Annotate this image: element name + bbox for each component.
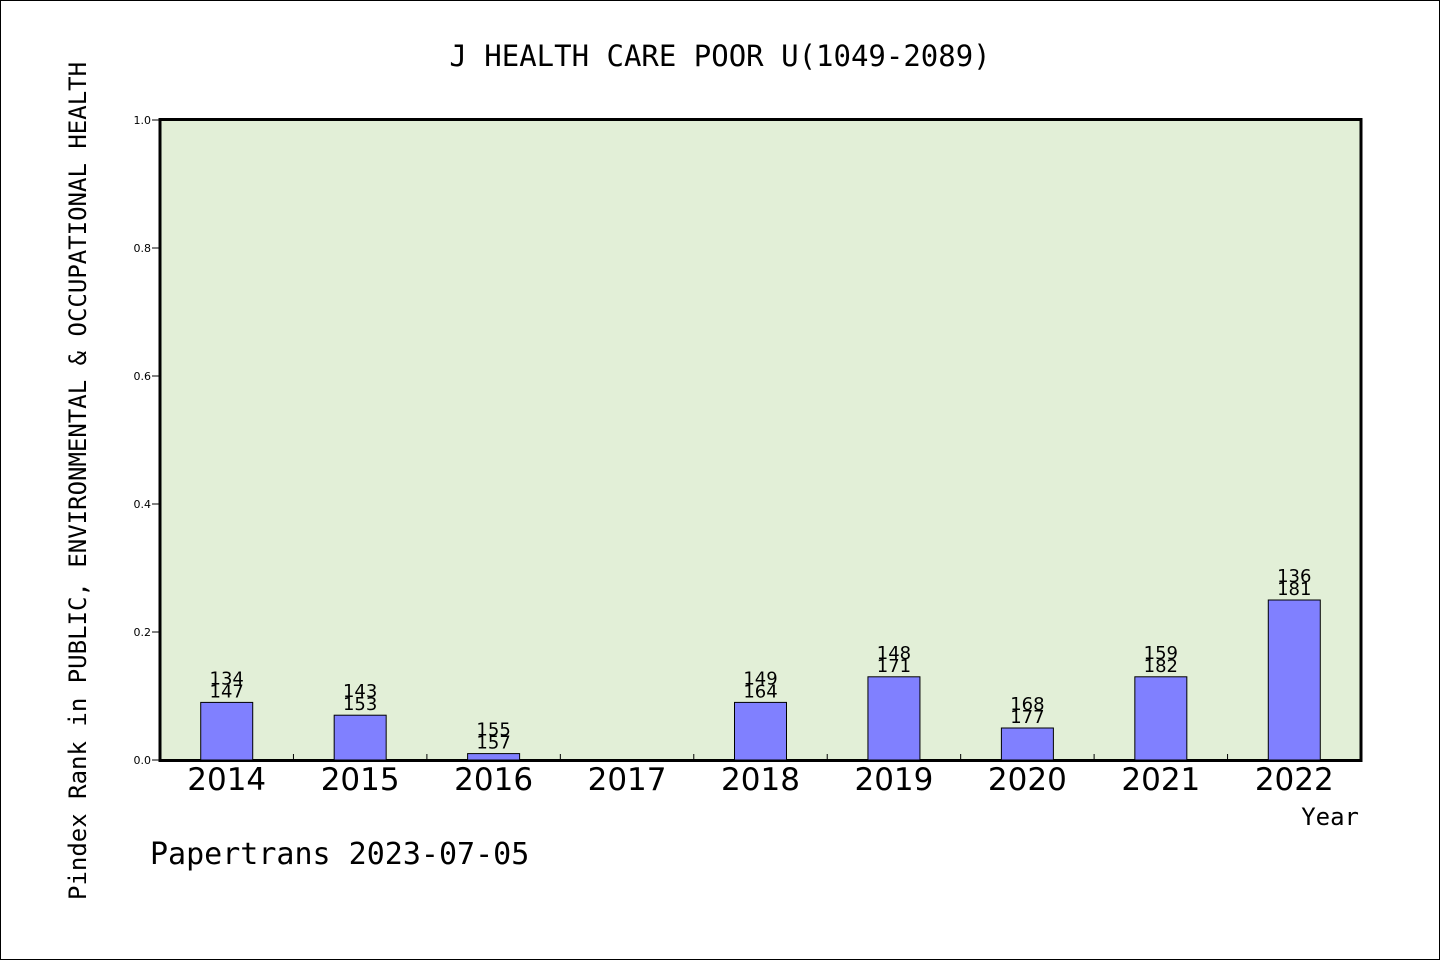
bar-label-bottom: 181 [1277,579,1311,600]
bar-label-bottom: 153 [343,694,377,715]
x-tick-label: 2014 [187,762,266,798]
bar [734,701,787,761]
bar-label-bottom: 157 [476,733,510,754]
bar-label-top: 149 [743,668,777,689]
bar-label-top: 148 [877,643,911,664]
x-tick-label: 2020 [988,762,1067,798]
y-tick-label: 0.2 [134,626,152,639]
bar-label-bottom: 177 [1010,707,1044,728]
chart-title: J HEALTH CARE POOR U(1049-2089) [449,39,990,73]
y-tick-label: 0.6 [134,370,152,383]
bar [467,753,521,761]
x-tick-label: 2019 [854,762,933,798]
y-axis-ticks: 0.0 0.2 0.4 0.6 0.8 1.0 [134,114,160,767]
x-tick-label: 2018 [721,762,800,798]
y-axis-label: Pindex Rank in PUBLIC, ENVIRONMENTAL & O… [64,62,92,900]
y-tick-label: 0.0 [134,754,152,767]
y-tick-label: 0.4 [134,498,152,511]
bar-label-top: 136 [1277,566,1311,587]
bar-label-top: 168 [1010,694,1044,715]
plot-area [158,118,1363,762]
bar-label-top: 155 [476,720,510,741]
bar [1267,599,1321,761]
y-tick-label: 1.0 [134,114,152,127]
bar-label-bottom: 182 [1144,656,1178,677]
bar [333,714,387,761]
bar [200,701,254,761]
x-tick-label: 2021 [1121,762,1200,798]
x-axis-label: Year [1301,803,1359,831]
x-axis-ticks: 2014 2015 2016 2017 2018 2019 2020 2021 2022 [187,754,1334,798]
bar [1134,676,1188,761]
bar-label-top: 143 [343,681,377,702]
bar [1000,727,1054,761]
bar [867,676,921,761]
x-tick-label: 2017 [588,762,667,798]
bar-label-top: 134 [210,668,244,689]
bar-label-bottom: 171 [877,656,911,677]
footer-credit: Papertrans 2023-07-05 [150,837,529,872]
bar-label-top: 159 [1144,643,1178,664]
bar-label-bottom: 164 [743,681,777,702]
bar-label-bottom: 147 [210,681,244,702]
y-tick-label: 0.8 [134,242,152,255]
x-tick-label: 2022 [1255,762,1334,798]
x-tick-label: 2016 [454,762,533,798]
x-tick-label: 2015 [321,762,400,798]
